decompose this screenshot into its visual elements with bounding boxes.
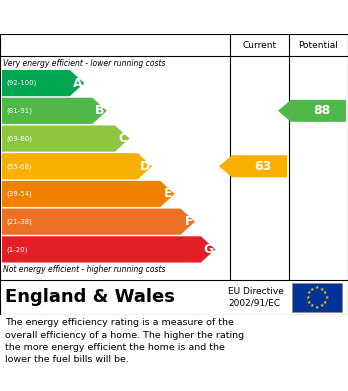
Text: ★: ★ (310, 287, 314, 292)
Polygon shape (278, 100, 346, 122)
Polygon shape (2, 70, 84, 96)
Text: (69-80): (69-80) (6, 135, 32, 142)
Text: Very energy efficient - lower running costs: Very energy efficient - lower running co… (3, 59, 166, 68)
Text: Not energy efficient - higher running costs: Not energy efficient - higher running co… (3, 265, 166, 274)
Text: G: G (203, 243, 213, 256)
Text: (81-91): (81-91) (6, 108, 32, 114)
Text: EU Directive
2002/91/EC: EU Directive 2002/91/EC (228, 287, 284, 308)
Polygon shape (2, 208, 195, 235)
Text: ★: ★ (323, 300, 327, 305)
Text: ★: ★ (315, 305, 319, 310)
Text: F: F (184, 215, 193, 228)
Polygon shape (2, 236, 215, 262)
Bar (292, 283, 342, 312)
Text: The energy efficiency rating is a measure of the
overall efficiency of a home. T: The energy efficiency rating is a measur… (5, 318, 244, 364)
Text: (21-38): (21-38) (6, 219, 32, 225)
Text: ★: ★ (307, 290, 311, 295)
Text: 88: 88 (313, 104, 330, 117)
Polygon shape (2, 98, 107, 124)
Text: C: C (118, 132, 127, 145)
Polygon shape (2, 181, 175, 207)
Text: B: B (95, 104, 105, 117)
Text: (55-68): (55-68) (6, 163, 32, 170)
Text: England & Wales: England & Wales (5, 289, 175, 307)
Text: A: A (73, 77, 82, 90)
Text: ★: ★ (324, 295, 329, 300)
Text: ★: ★ (319, 287, 324, 292)
Text: 63: 63 (254, 160, 271, 173)
Text: Current: Current (243, 41, 277, 50)
Text: Potential: Potential (299, 41, 339, 50)
Text: ★: ★ (319, 303, 324, 308)
Text: ★: ★ (315, 285, 319, 291)
Text: Energy Efficiency Rating: Energy Efficiency Rating (10, 9, 220, 25)
Text: ★: ★ (310, 303, 314, 308)
Polygon shape (2, 153, 152, 179)
Text: (1-20): (1-20) (6, 246, 27, 253)
Text: (39-54): (39-54) (6, 191, 32, 197)
Polygon shape (2, 126, 129, 152)
Polygon shape (219, 155, 287, 177)
Text: E: E (164, 187, 173, 201)
Text: ★: ★ (307, 300, 311, 305)
Text: D: D (140, 160, 150, 173)
Text: (92-100): (92-100) (6, 80, 37, 86)
Text: ★: ★ (305, 295, 310, 300)
Text: ★: ★ (323, 290, 327, 295)
